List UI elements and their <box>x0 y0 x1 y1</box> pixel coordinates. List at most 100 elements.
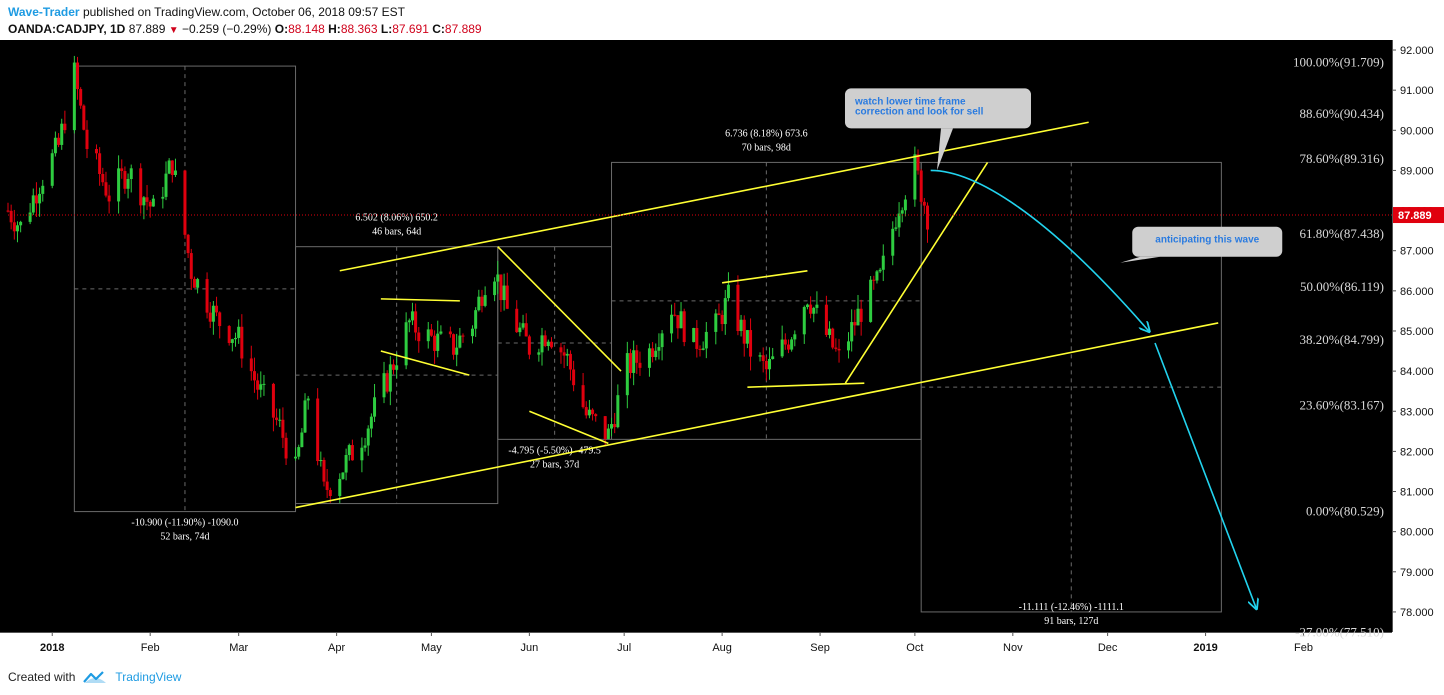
candle-body <box>869 279 873 322</box>
candle-body <box>369 416 373 429</box>
candle-body <box>300 432 304 448</box>
candle-body <box>679 311 683 329</box>
y-tick-label: 80.000 <box>1400 527 1434 539</box>
trendline-channel-top <box>339 121 1089 272</box>
candle-body <box>278 419 282 421</box>
price-change: −0.259 (−0.29%) <box>182 22 272 36</box>
candle-body <box>894 227 898 229</box>
x-tick-label: Aug <box>712 642 732 654</box>
candle-body <box>145 197 149 202</box>
candle-body <box>540 335 544 353</box>
candle-body <box>477 296 481 311</box>
current-price-label: 87.889 <box>1398 210 1432 222</box>
candle-body <box>6 210 10 212</box>
callout-text: correction and look for sell <box>855 106 984 117</box>
candle-body <box>28 212 32 222</box>
candle-body <box>670 314 674 334</box>
fib-level-label: -27.00%(77.510) <box>1295 625 1384 640</box>
candle-body <box>249 358 253 372</box>
candle-body <box>120 168 124 172</box>
tradingview-brand-link[interactable]: TradingView <box>115 670 182 684</box>
candle-body <box>546 341 550 347</box>
candle-body <box>303 400 307 433</box>
candle-body <box>142 197 146 206</box>
candle-body <box>271 383 275 418</box>
candle-body <box>429 329 433 336</box>
candle-body <box>104 182 108 196</box>
candle-body <box>319 459 323 462</box>
candle-body <box>433 335 437 351</box>
candle-body <box>426 329 430 342</box>
tradingview-logo-icon <box>83 671 107 683</box>
y-tick-label: 82.000 <box>1400 446 1434 458</box>
x-tick-label: 2019 <box>1193 642 1217 654</box>
candle-body <box>591 409 595 415</box>
candle-body <box>793 334 797 340</box>
candle-body <box>524 323 528 337</box>
author-link[interactable]: Wave-Trader <box>8 5 80 19</box>
price-chart[interactable]: 92.00091.00090.00089.00088.00087.00086.0… <box>0 40 1444 660</box>
candle-body <box>897 213 901 228</box>
footer: Created with TradingView <box>8 670 181 684</box>
candle-body <box>837 348 841 351</box>
candle-body <box>41 185 45 194</box>
trendline-wedge-top <box>380 298 460 302</box>
candle-body <box>12 222 16 232</box>
candle-body <box>338 478 342 496</box>
candle-body <box>417 332 421 342</box>
candle-body <box>208 312 212 322</box>
measure-sublabel: 27 bars, 37d <box>530 459 579 470</box>
candle-body <box>281 419 285 438</box>
candle-body <box>919 170 923 202</box>
candle-body <box>891 228 895 256</box>
candle-body <box>717 313 721 315</box>
candle-body <box>363 445 367 448</box>
candle-body <box>859 308 863 322</box>
candle-body <box>34 195 38 204</box>
candle-body <box>461 335 465 337</box>
candle-body <box>584 407 588 416</box>
candle-body <box>211 305 215 322</box>
trendline-rally <box>844 161 989 384</box>
candle-body <box>537 352 541 355</box>
x-tick-label: Jun <box>520 642 538 654</box>
candle-body <box>101 174 105 183</box>
candle-body <box>448 331 452 335</box>
fib-level-label: 38.20%(84.799) <box>1300 332 1385 347</box>
candle-body <box>625 353 629 396</box>
candle-body <box>294 456 298 459</box>
high-label: H: <box>328 22 341 36</box>
candle-body <box>654 350 658 358</box>
measure-sublabel: 46 bars, 64d <box>372 227 421 238</box>
candle-body <box>284 437 288 459</box>
candle-body <box>926 205 930 230</box>
candle-body <box>758 355 762 357</box>
candle-body <box>651 348 655 358</box>
candle-body <box>72 62 76 131</box>
candle-body <box>815 304 819 308</box>
x-tick-label: Dec <box>1098 642 1118 654</box>
candle-body <box>385 373 389 392</box>
candle-body <box>382 373 386 398</box>
candle-body <box>189 253 193 279</box>
candle-body <box>240 326 244 359</box>
candle-body <box>834 347 838 349</box>
x-tick-label: Feb <box>1294 642 1313 654</box>
candle-body <box>170 160 174 175</box>
candle-body <box>395 365 399 370</box>
callout-pointer <box>1120 256 1161 263</box>
fib-level-label: 23.60%(83.167) <box>1300 398 1385 413</box>
candle-body <box>474 310 478 329</box>
callout-background <box>1132 226 1283 257</box>
candle-body <box>505 285 509 309</box>
fib-level-label: 50.00%(86.119) <box>1300 279 1384 294</box>
x-tick-label: Mar <box>229 642 248 654</box>
candle-body <box>9 210 13 223</box>
candle-body <box>458 335 462 348</box>
candle-body <box>783 339 787 345</box>
candle-body <box>205 279 209 313</box>
candle-body <box>297 447 301 457</box>
candle-body <box>726 284 730 299</box>
candle-body <box>704 331 708 349</box>
candle-body <box>366 428 370 446</box>
